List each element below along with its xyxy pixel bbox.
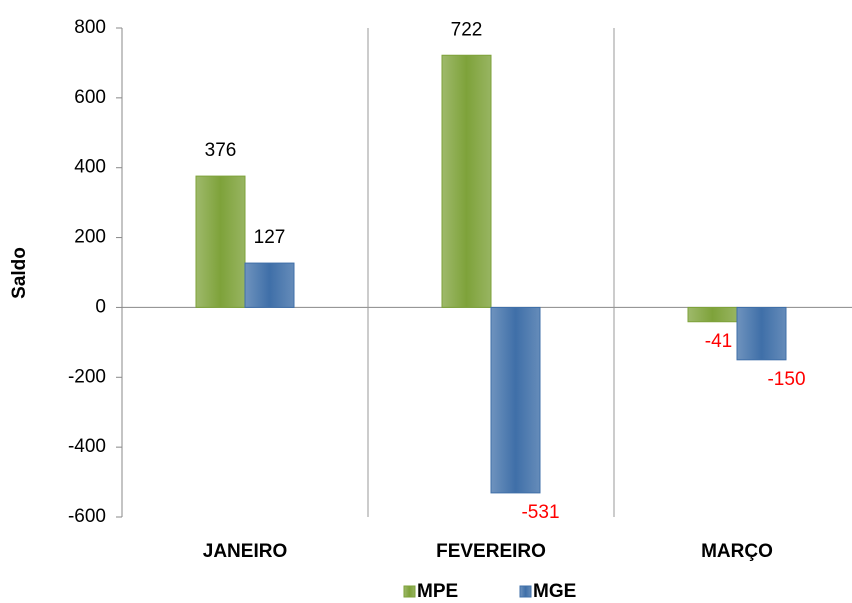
y-tick-label: 800 [74,17,106,38]
y-tick-label: 600 [74,87,106,108]
bar [244,262,295,308]
data-label: 376 [205,140,237,161]
x-tick-label: FEVEREIRO [436,541,546,562]
y-axis-label: Saldo [9,247,30,299]
data-label: -150 [767,369,805,390]
legend-label: MPE [417,581,458,602]
y-tick-label: -600 [68,506,106,527]
legend-label: MGE [533,581,576,602]
y-tick-label: 200 [74,227,106,248]
legend-swatch [403,585,416,598]
data-label: -41 [705,331,732,352]
bar [490,306,541,494]
legend-swatch [519,585,532,598]
x-tick-label: MARÇO [701,541,773,562]
data-label: -531 [521,502,559,523]
bar [195,175,246,308]
bar [736,306,787,361]
y-tick-label: 0 [95,296,106,317]
bar [687,306,738,323]
y-tick-label: -200 [68,366,106,387]
y-tick-label: 400 [74,157,106,178]
y-tick-label: -400 [68,436,106,457]
bar [441,54,492,308]
x-tick-label: JANEIRO [203,541,287,562]
data-label: 127 [254,227,286,248]
data-label: 722 [451,19,483,40]
